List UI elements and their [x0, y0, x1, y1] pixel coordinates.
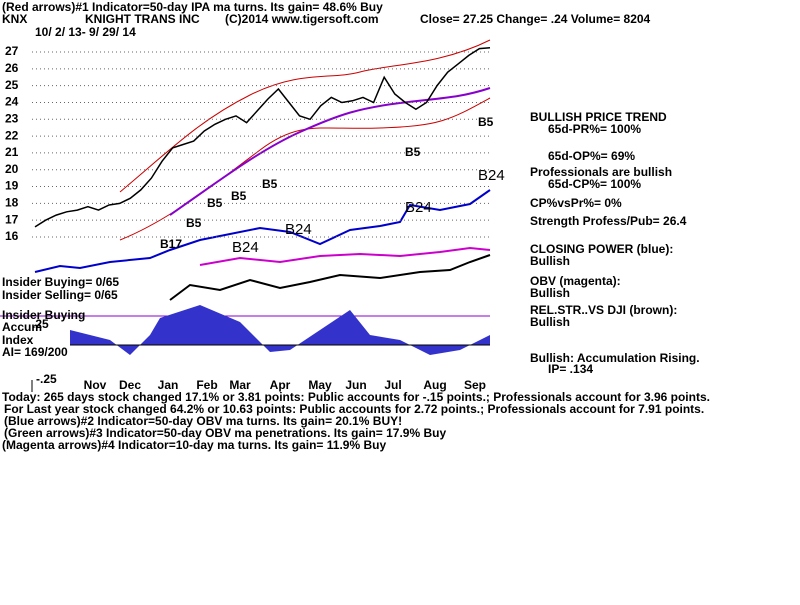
signal: B5	[262, 177, 278, 191]
panel: Bullish	[530, 286, 570, 300]
y-tick-label: 26	[5, 61, 19, 75]
x-tick-label: Dec	[119, 378, 141, 392]
left-note: Insider Selling= 0/65	[2, 288, 118, 302]
header: (Red arrows)#1 Indicator=50-day IPA ma t…	[2, 0, 383, 14]
panel: CP%vsPr%= 0%	[530, 196, 622, 210]
panel: 65d-CP%= 100%	[548, 177, 641, 191]
price-line	[34, 47, 491, 228]
accum-hist	[70, 305, 490, 355]
symbol: KNX	[2, 12, 27, 26]
x-tick-label: Nov	[84, 378, 107, 392]
signal: B5	[186, 216, 202, 230]
moving-average	[169, 87, 491, 216]
signal: B24	[405, 199, 432, 216]
panel: IP= .134	[548, 362, 593, 376]
left-note: AI= 169/200	[2, 345, 68, 359]
footer: (Magenta arrows)#4 Indicator=10-day ma t…	[2, 438, 386, 452]
panel: Bullish	[530, 315, 570, 329]
x-tick-label: Feb	[196, 378, 217, 392]
signal: B24	[232, 239, 259, 256]
panel: Professionals are bullish	[530, 165, 672, 179]
footer: (Green arrows)#3 Indicator=50-day OBV ma…	[4, 426, 446, 440]
left-note: Accum	[2, 320, 42, 334]
signal: B24	[285, 221, 312, 238]
left-note: .25	[32, 317, 49, 331]
signal: B5	[405, 145, 421, 159]
range: 10/ 2/ 13- 9/ 29/ 14	[35, 25, 136, 39]
y-tick-label: 22	[5, 128, 19, 142]
panel: REL.STR..VS DJI (brown):	[530, 303, 677, 317]
left-note: Insider Buying	[2, 308, 85, 322]
x-tick-label: Apr	[270, 378, 291, 392]
y-tick-label: 24	[5, 95, 19, 109]
panel: Strength Profess/Pub= 26.4	[530, 214, 687, 228]
y-tick-label: 16	[5, 229, 19, 243]
footer: For Last year stock changed 64.2% or 10.…	[4, 402, 704, 416]
obv	[199, 246, 491, 266]
signal: B5	[231, 189, 247, 203]
footer: (Blue arrows)#2 Indicator=50-day OBV ma …	[4, 414, 402, 428]
y-tick-label: 18	[5, 196, 19, 210]
y-tick-label: 25	[5, 78, 19, 92]
panel: OBV (magenta):	[530, 274, 621, 288]
rel-strength	[169, 254, 491, 301]
x-tick-label: May	[308, 378, 332, 392]
left-note: Insider Buying= 0/65	[2, 275, 119, 289]
signal: B17	[160, 237, 182, 251]
company: KNIGHT TRANS INC	[85, 12, 200, 26]
left-note: -.25	[36, 372, 57, 386]
footer: Today: 265 days stock changed 17.1% or 3…	[2, 390, 710, 404]
y-tick-label: 19	[5, 179, 19, 193]
x-tick-label: Jul	[384, 378, 401, 392]
y-tick-label: 20	[5, 162, 19, 176]
left-note: Index	[2, 333, 34, 347]
panel: Bullish: Accumulation Rising.	[530, 351, 700, 365]
panel: CLOSING POWER (blue):	[530, 242, 673, 256]
y-tick-label: 27	[5, 44, 19, 58]
panel: Bullish	[530, 254, 570, 268]
y-tick-label: 21	[5, 145, 19, 159]
quote: Close= 27.25 Change= .24 Volume= 8204	[420, 12, 651, 26]
copyright: (C)2014 www.tigersoft.com	[225, 12, 379, 26]
panel: 65d-PR%= 100%	[548, 122, 641, 136]
y-tick-label: 17	[5, 212, 19, 226]
signal: B5	[207, 196, 223, 210]
x-tick-label: Aug	[423, 378, 446, 392]
x-tick-label: Jan	[158, 378, 179, 392]
decor	[0, 39, 491, 392]
x-tick-label: Sep	[464, 378, 486, 392]
x-tick-label: Jun	[345, 378, 366, 392]
closing-power	[34, 189, 491, 273]
upper-band	[119, 39, 491, 193]
signal: B5	[478, 115, 494, 129]
panel: BULLISH PRICE TREND	[530, 110, 667, 124]
panel: 65d-OP%= 69%	[548, 149, 635, 163]
y-tick-label: 23	[5, 111, 19, 125]
x-tick-label: Mar	[229, 378, 251, 392]
signal: B24	[478, 167, 505, 184]
